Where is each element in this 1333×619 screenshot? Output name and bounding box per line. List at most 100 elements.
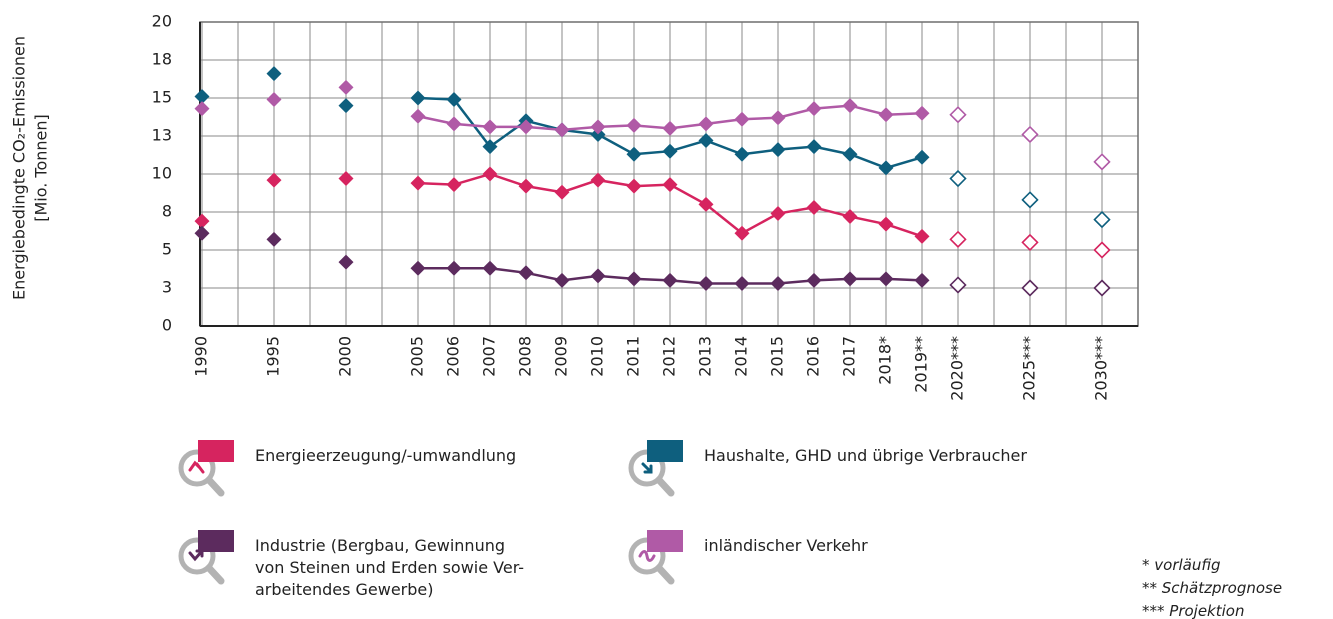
legend-label: Energieerzeugung/-umwandlung [255,446,517,465]
marker [878,160,894,176]
marker [194,101,210,117]
marker [662,272,678,288]
footnote: * vorläufig [1142,556,1221,574]
x-tick-label: 2011 [624,336,643,377]
y-tick-label: 13 [152,126,172,145]
marker [949,169,967,188]
marker [590,126,606,142]
marker [590,172,606,188]
marker [878,107,894,123]
legend-swatch [198,530,234,552]
marker [266,92,282,108]
marker [806,101,822,117]
marker [626,117,642,133]
marker [662,143,678,159]
x-tick-label: 2007 [480,336,499,377]
y-axis-label: Energiebedingte CO₂-Emissionen [10,36,29,300]
marker [266,231,282,247]
marker [1093,153,1111,171]
marker [734,146,750,162]
marker [194,88,210,104]
marker [1093,279,1111,297]
x-tick-label: 2009 [552,336,571,377]
marker [698,275,714,291]
marker [590,119,606,135]
marker [842,271,858,287]
marker [590,268,606,284]
y-tick-label: 5 [162,240,172,259]
marker [842,209,858,225]
x-tick-label: 1995 [264,336,283,377]
marker [266,172,282,188]
marker [194,213,210,229]
marker [662,120,678,136]
x-tick-label: 2016 [804,336,823,377]
marker [410,90,426,106]
marker [446,92,462,108]
x-tick-label: 2018* [876,336,895,385]
marker [878,271,894,287]
x-tick-label: 2015 [768,336,787,377]
y-axis-label: [Mio. Tonnen] [32,114,51,222]
x-tick-label: 2017 [840,336,859,377]
marker [1093,241,1111,259]
marker [194,225,210,241]
marker [1021,191,1039,209]
marker [518,119,534,135]
marker [1021,233,1039,252]
marker [914,105,930,121]
marker [770,275,786,291]
y-tick-label: 0 [162,316,172,335]
x-tick-label: 2019** [912,336,931,393]
x-tick-label: 2000 [336,336,355,377]
x-tick-label: 2030*** [1092,336,1111,401]
x-tick-label: 1990 [192,336,211,377]
marker [338,254,354,270]
x-tick-label: 2025*** [1020,336,1039,401]
legend-swatch [647,440,683,462]
marker [1093,210,1111,229]
marker [842,98,858,114]
legend-label: Haushalte, GHD und übrige Verbraucher [704,446,1027,465]
y-tick-label: 3 [162,278,172,297]
marker [338,98,354,114]
marker [914,272,930,288]
marker [770,206,786,222]
marker [518,178,534,194]
marker [698,133,714,149]
marker [806,139,822,155]
marker [842,146,858,162]
marker [410,108,426,124]
x-tick-label: 2013 [696,336,715,377]
marker [1021,125,1039,144]
marker [446,177,462,193]
marker [1021,279,1039,297]
marker [266,66,282,82]
marker [770,110,786,126]
footnote: ** Schätzprognose [1142,579,1283,597]
marker [662,177,678,193]
marker [914,228,930,244]
marker [698,196,714,212]
marker [949,106,967,124]
marker [518,265,534,281]
y-tick-label: 20 [152,12,172,31]
legend-label: inländischer Verkehr [704,536,868,555]
marker [554,272,570,288]
x-tick-label: 2005 [408,336,427,377]
legend-swatch [198,440,234,462]
marker [626,178,642,194]
marker [734,275,750,291]
marker [878,216,894,232]
x-tick-label: 2008 [516,336,535,377]
x-tick-label: 2012 [660,336,679,377]
y-tick-label: 10 [152,164,172,183]
marker [410,260,426,276]
marker [806,199,822,215]
marker [482,139,498,155]
marker [770,142,786,158]
marker [554,122,570,138]
marker [338,171,354,187]
